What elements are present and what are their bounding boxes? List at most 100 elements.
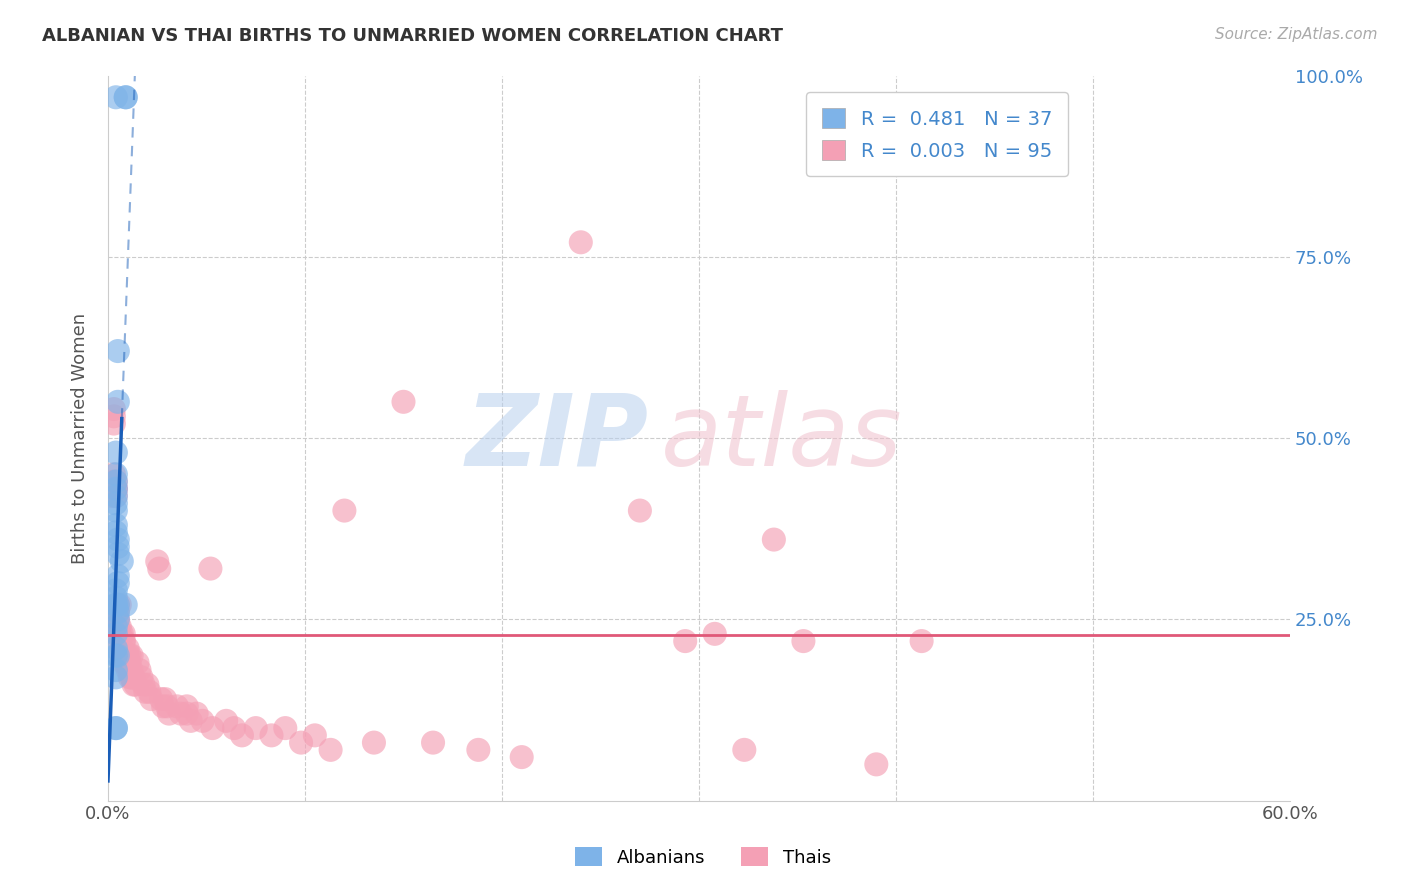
Point <box>107 533 129 547</box>
Point <box>107 612 129 626</box>
Point <box>104 489 127 503</box>
Point <box>117 656 139 670</box>
Point <box>104 482 127 496</box>
Point <box>191 714 214 728</box>
Text: Source: ZipAtlas.com: Source: ZipAtlas.com <box>1215 27 1378 42</box>
Point <box>422 736 444 750</box>
Point <box>104 641 127 656</box>
Point <box>673 634 696 648</box>
Point <box>176 706 198 721</box>
Point <box>121 648 143 663</box>
Point <box>112 627 135 641</box>
Point <box>122 677 145 691</box>
Point <box>117 663 139 677</box>
Point <box>703 627 725 641</box>
Point <box>910 634 932 648</box>
Point <box>231 728 253 742</box>
Point <box>112 656 135 670</box>
Point <box>260 728 283 742</box>
Point <box>104 482 127 496</box>
Point <box>170 706 193 721</box>
Point <box>128 663 150 677</box>
Point <box>104 598 127 612</box>
Point <box>104 503 127 517</box>
Point <box>103 475 125 489</box>
Point <box>104 598 127 612</box>
Point <box>107 627 129 641</box>
Point <box>114 90 136 104</box>
Point <box>290 736 312 750</box>
Point <box>146 554 169 568</box>
Point <box>104 475 127 489</box>
Point <box>136 677 159 691</box>
Point <box>200 561 222 575</box>
Y-axis label: Births to Unmarried Women: Births to Unmarried Women <box>72 312 89 564</box>
Point <box>152 699 174 714</box>
Point <box>215 714 238 728</box>
Point <box>138 685 160 699</box>
Point <box>153 692 176 706</box>
Point <box>118 670 141 684</box>
Point <box>112 634 135 648</box>
Point <box>141 692 163 706</box>
Point <box>792 634 814 648</box>
Point <box>108 634 131 648</box>
Point <box>103 402 125 417</box>
Point <box>166 699 188 714</box>
Point <box>148 561 170 575</box>
Point <box>150 692 173 706</box>
Text: ALBANIAN VS THAI BIRTHS TO UNMARRIED WOMEN CORRELATION CHART: ALBANIAN VS THAI BIRTHS TO UNMARRIED WOM… <box>42 27 783 45</box>
Point <box>107 619 129 633</box>
Point <box>104 475 127 489</box>
Point <box>104 489 127 503</box>
Point <box>107 612 129 626</box>
Point <box>107 547 129 561</box>
Point <box>104 445 127 459</box>
Point <box>108 598 131 612</box>
Point <box>104 670 127 684</box>
Point <box>103 482 125 496</box>
Point <box>107 344 129 359</box>
Point <box>865 757 887 772</box>
Point <box>104 619 127 633</box>
Point <box>114 598 136 612</box>
Point <box>104 627 127 641</box>
Point <box>122 670 145 684</box>
Point <box>245 721 267 735</box>
Point <box>108 627 131 641</box>
Point <box>107 598 129 612</box>
Point <box>111 554 134 568</box>
Point <box>222 721 245 735</box>
Point <box>103 409 125 424</box>
Point <box>363 736 385 750</box>
Point <box>107 540 129 554</box>
Point <box>104 518 127 533</box>
Legend: Albanians, Thais: Albanians, Thais <box>568 840 838 874</box>
Point <box>114 656 136 670</box>
Point <box>104 525 127 540</box>
Point <box>118 648 141 663</box>
Point <box>319 743 342 757</box>
Point <box>114 90 136 104</box>
Point <box>733 743 755 757</box>
Point <box>121 663 143 677</box>
Point <box>107 569 129 583</box>
Point <box>107 576 129 591</box>
Text: ZIP: ZIP <box>465 390 648 486</box>
Point <box>112 634 135 648</box>
Point <box>157 706 180 721</box>
Point <box>107 394 129 409</box>
Point <box>107 605 129 619</box>
Point <box>104 591 127 605</box>
Point <box>180 714 202 728</box>
Point <box>510 750 533 764</box>
Point <box>104 648 127 663</box>
Point <box>569 235 592 250</box>
Point <box>104 721 127 735</box>
Point <box>201 721 224 735</box>
Point <box>111 641 134 656</box>
Point <box>117 648 139 663</box>
Point <box>108 619 131 633</box>
Point <box>107 598 129 612</box>
Point <box>274 721 297 735</box>
